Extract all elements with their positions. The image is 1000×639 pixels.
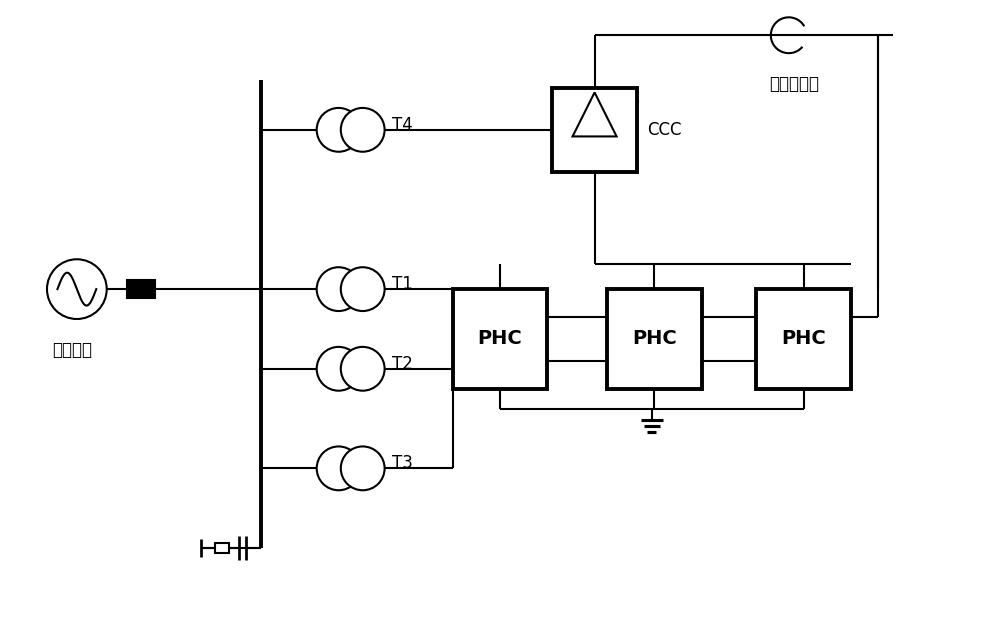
Bar <box>127 280 155 298</box>
Text: T1: T1 <box>392 275 412 293</box>
Circle shape <box>317 267 361 311</box>
Bar <box>215 543 229 553</box>
Text: CCC: CCC <box>647 121 681 139</box>
Text: 交流电网: 交流电网 <box>52 341 92 359</box>
Circle shape <box>341 347 385 390</box>
Circle shape <box>317 447 361 490</box>
Bar <box>756 289 851 389</box>
Text: T4: T4 <box>392 116 412 134</box>
Text: PHC: PHC <box>478 330 522 348</box>
Circle shape <box>47 259 107 319</box>
Bar <box>552 88 637 172</box>
Text: PHC: PHC <box>781 330 826 348</box>
Text: T2: T2 <box>392 355 412 373</box>
Bar <box>607 289 702 389</box>
Circle shape <box>341 447 385 490</box>
Circle shape <box>317 108 361 151</box>
Circle shape <box>317 347 361 390</box>
Text: PHC: PHC <box>632 330 677 348</box>
Text: 平波电抗器: 平波电抗器 <box>769 75 819 93</box>
Bar <box>453 289 547 389</box>
Circle shape <box>341 267 385 311</box>
Circle shape <box>341 108 385 151</box>
Text: T3: T3 <box>392 454 412 472</box>
